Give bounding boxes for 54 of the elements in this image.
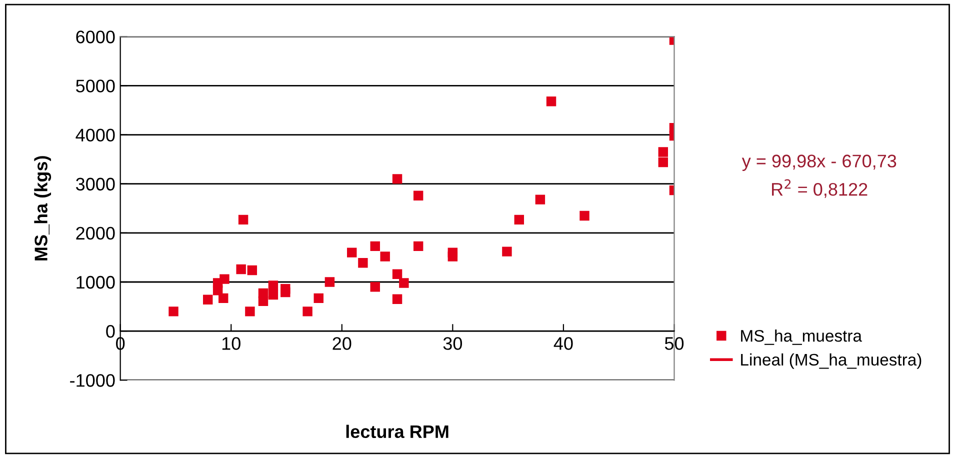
legend-label: Lineal (MS_ha_muestra) [741, 353, 922, 369]
point [218, 293, 228, 304]
point [413, 241, 424, 252]
point [413, 190, 424, 200]
point [658, 157, 668, 168]
point [392, 294, 402, 304]
y-tick-label: -1000 [70, 374, 115, 387]
legend-label: MS_ha_muestra [741, 330, 862, 345]
point [514, 214, 524, 225]
point [448, 252, 458, 262]
point [314, 293, 324, 304]
point [358, 258, 368, 268]
x-axis-title: lectura RPM [346, 424, 448, 438]
point [238, 214, 248, 225]
y-tick-label: 3000 [76, 178, 115, 191]
x-tick-label: 10 [222, 337, 240, 350]
point [580, 210, 590, 221]
point [280, 287, 290, 298]
point [212, 285, 223, 296]
x-tick-label: 40 [554, 337, 573, 350]
point [220, 274, 230, 284]
point [236, 264, 246, 274]
point [258, 296, 268, 306]
x-tick-label: 30 [443, 337, 462, 350]
x-tick-label: 20 [332, 337, 352, 350]
y-tick-label: 2000 [76, 226, 115, 240]
y-tick-label: 6000 [76, 30, 115, 44]
y-tick-label: 1000 [76, 276, 115, 289]
text: y = 99,98x - 670,73 [742, 154, 896, 172]
point [324, 277, 335, 287]
point [658, 147, 668, 157]
point [392, 174, 402, 184]
y-axis-title: MS_ha (kgs) [34, 156, 52, 260]
y-tick-label: 5000 [76, 80, 115, 92]
point [247, 265, 258, 276]
text: R$^{2}$ = 0,8122 [772, 179, 868, 198]
point [392, 269, 402, 280]
point [202, 294, 213, 305]
point [370, 241, 380, 252]
point [399, 278, 409, 288]
y-tick-label: 4000 [76, 128, 115, 142]
point [502, 246, 512, 256]
point [380, 252, 390, 262]
point [268, 280, 278, 290]
point [168, 306, 178, 316]
point [268, 290, 278, 300]
point [370, 282, 380, 292]
point [245, 306, 255, 316]
x-tick-label: 50 [664, 337, 684, 350]
point [347, 248, 357, 258]
point [535, 194, 546, 204]
point [302, 306, 312, 316]
y-tick-label: 0 [106, 325, 115, 338]
point [546, 96, 556, 106]
